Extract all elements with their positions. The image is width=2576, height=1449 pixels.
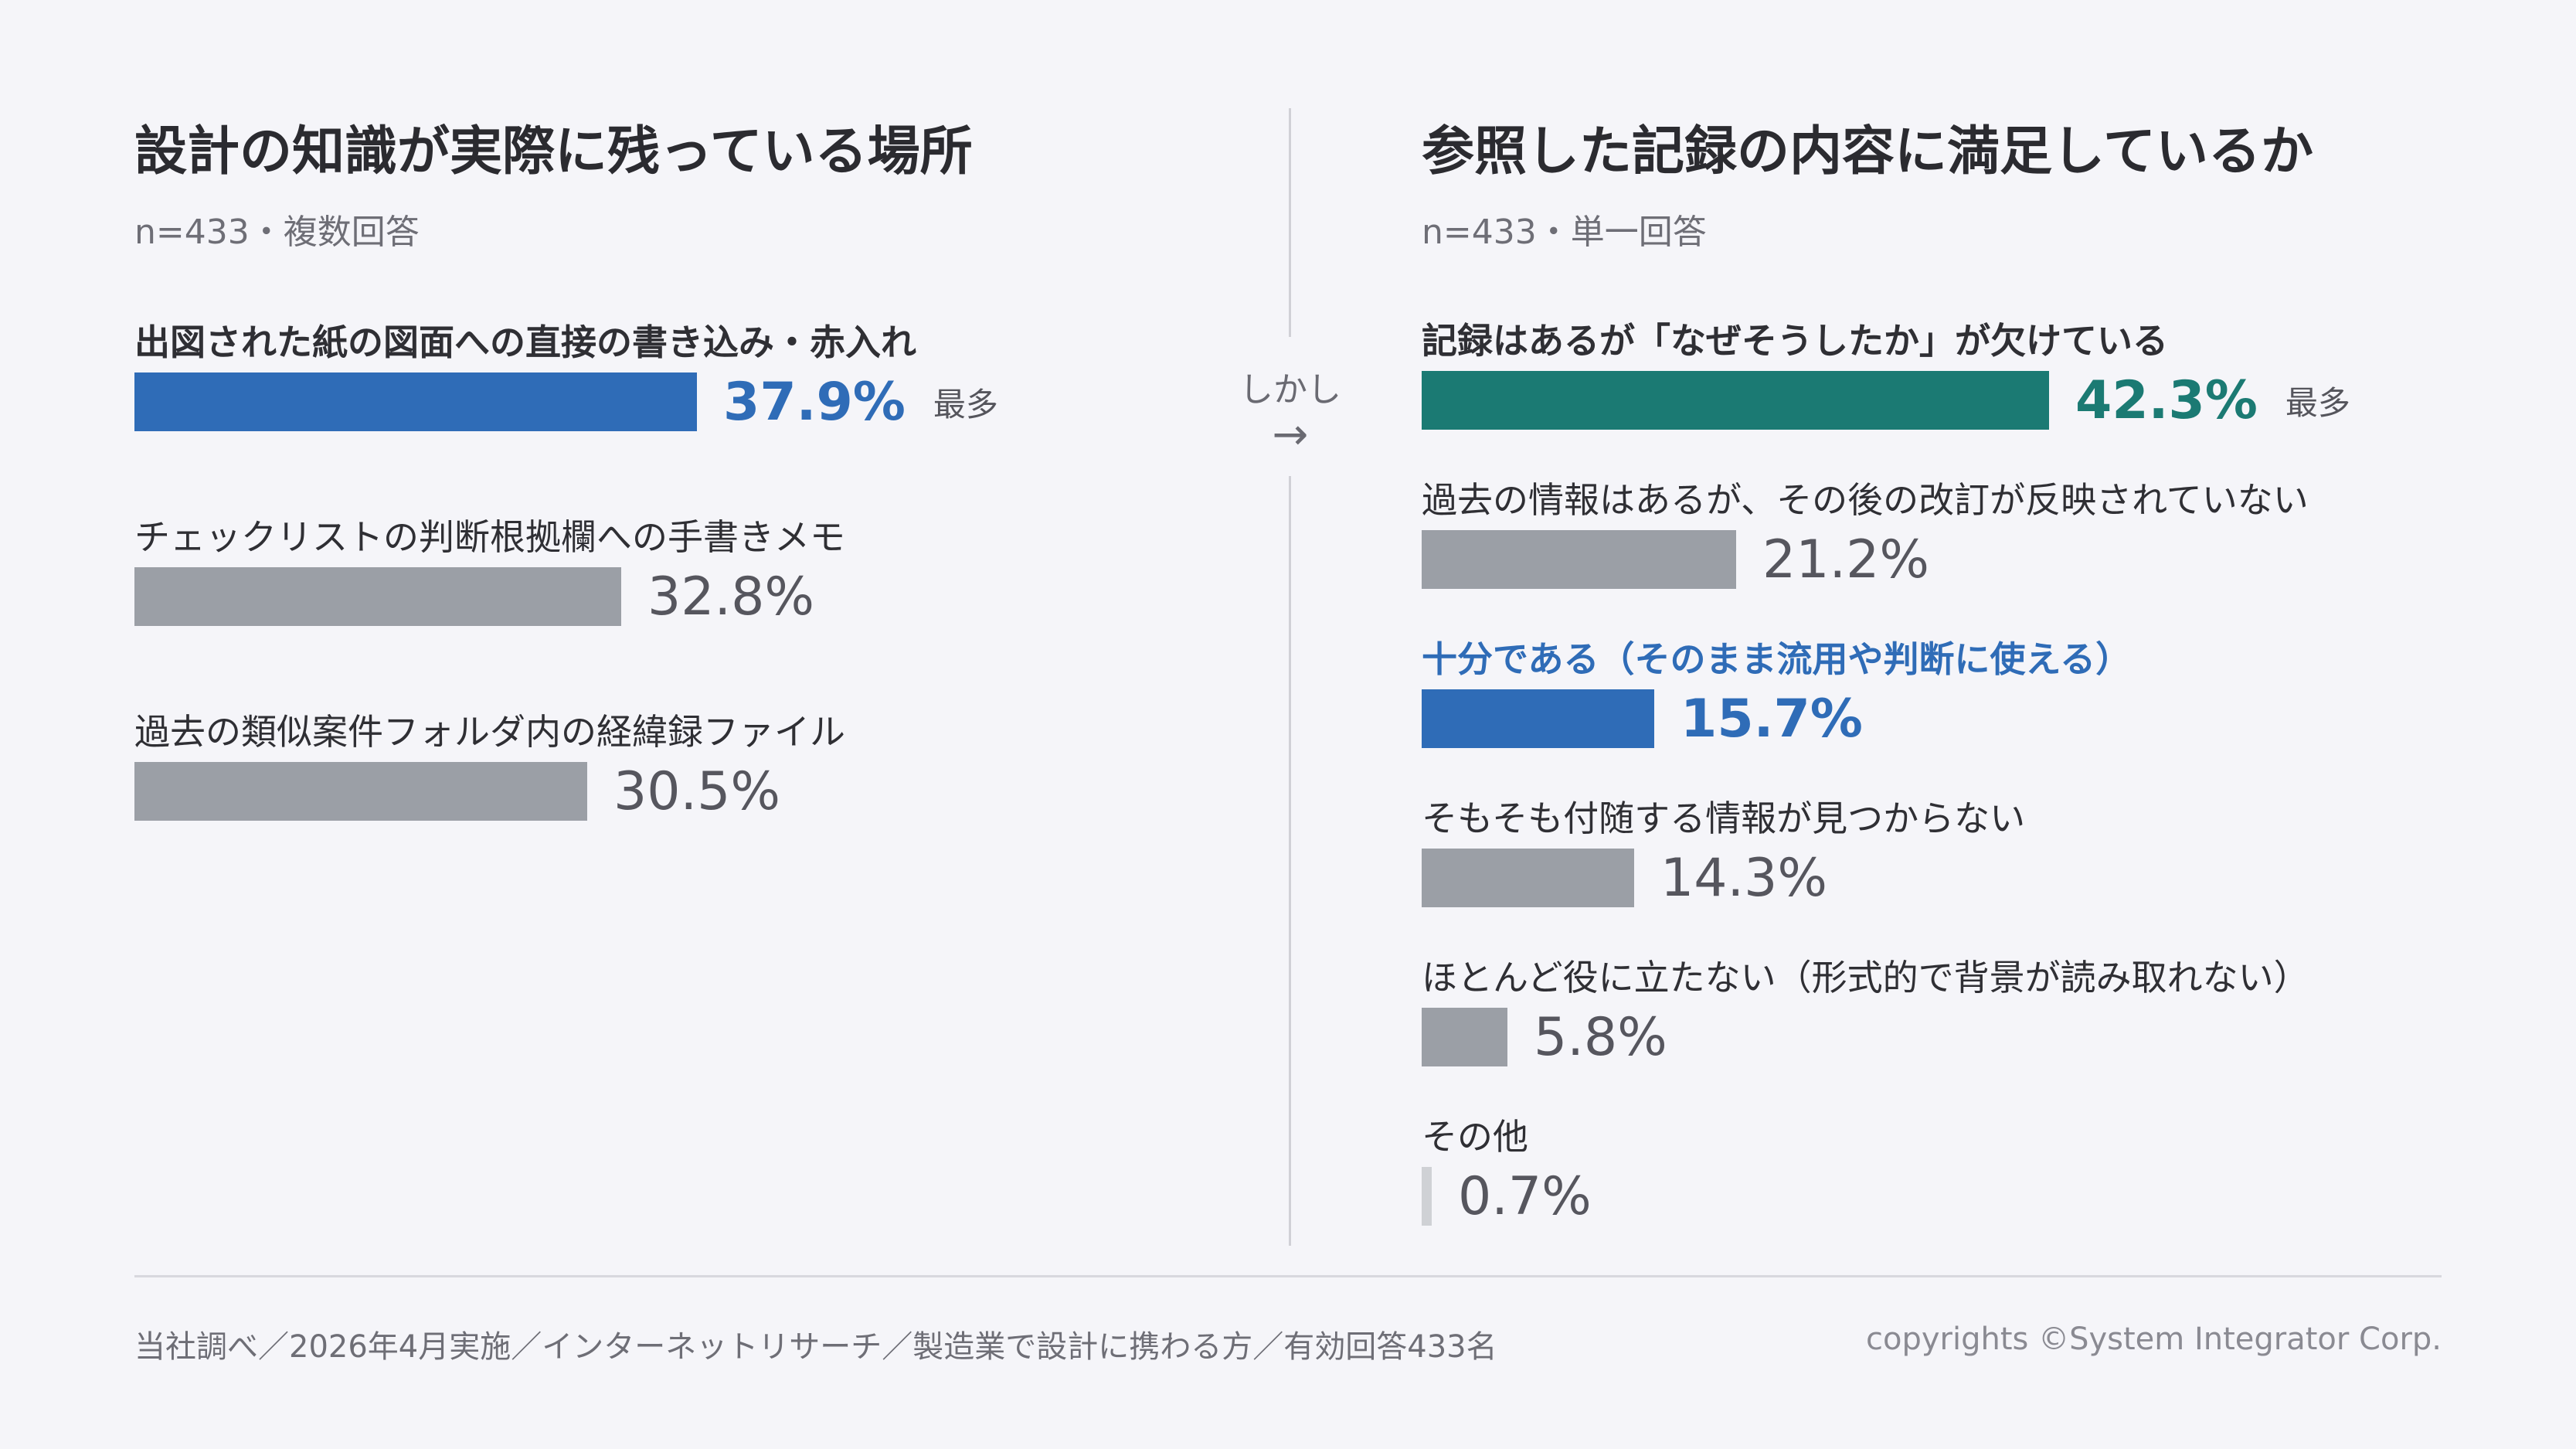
copyright-notice: copyrights ©System Integrator Corp. bbox=[1866, 1321, 2442, 1357]
bar bbox=[1422, 1167, 1432, 1226]
value-label: 37.9% bbox=[723, 371, 906, 433]
value-label: 0.7% bbox=[1458, 1165, 1592, 1227]
category-label: 出図された紙の図面への直接の書き込み・赤入れ bbox=[134, 321, 916, 363]
value-label: 21.2% bbox=[1762, 529, 1930, 590]
most-badge: 最多 bbox=[933, 385, 998, 423]
bar bbox=[134, 762, 587, 821]
value-label: 15.7% bbox=[1681, 688, 1863, 750]
bar-row: 14.3% bbox=[1422, 847, 1828, 909]
bar-row: 0.7% bbox=[1422, 1165, 1592, 1227]
left-chart-subtitle: n=433・複数回答 bbox=[134, 213, 420, 252]
right-bar-item: 記録はあるが「なぜそうしたか」が欠けている 42.3% 最多 bbox=[1422, 320, 2449, 431]
bar bbox=[134, 372, 697, 431]
left-chart-title: 設計の知識が実際に残っている場所 bbox=[134, 121, 973, 182]
right-chart-title: 参照した記録の内容に満足しているか bbox=[1422, 121, 2313, 182]
category-label: チェックリストの判断根拠欄への手書きメモ bbox=[134, 516, 845, 558]
category-label: 記録はあるが「なぜそうしたか」が欠けている bbox=[1422, 320, 2168, 362]
bar-row: 21.2% bbox=[1422, 529, 1930, 590]
bar-row: 5.8% bbox=[1422, 1006, 1667, 1068]
arrow-right-icon: → bbox=[1272, 410, 1309, 460]
right-chart-subtitle: n=433・単一回答 bbox=[1422, 213, 1707, 252]
category-label: ほとんど役に立たない（形式的で背景が読み取れない） bbox=[1422, 957, 2309, 998]
category-label: 過去の類似案件フォルダ内の経緯録ファイル bbox=[134, 711, 845, 753]
bar-row: 15.7% bbox=[1422, 688, 1863, 750]
bar bbox=[1422, 530, 1736, 589]
value-label: 32.8% bbox=[647, 566, 815, 628]
bar bbox=[1422, 849, 1634, 907]
left-bar-item: 過去の類似案件フォルダ内の経緯録ファイル 30.5% bbox=[134, 711, 1201, 822]
bar bbox=[134, 567, 621, 626]
right-bar-item: 過去の情報はあるが、その後の改訂が反映されていない 21.2% bbox=[1422, 479, 2449, 590]
left-bar-item: 出図された紙の図面への直接の書き込み・赤入れ 37.9% 最多 bbox=[134, 321, 1201, 433]
bar bbox=[1422, 1008, 1507, 1066]
left-bar-item: チェックリストの判断根拠欄への手書きメモ 32.8% bbox=[134, 516, 1201, 628]
value-label: 42.3% bbox=[2075, 369, 2258, 431]
value-label: 14.3% bbox=[1660, 847, 1828, 909]
category-label: そもそも付随する情報が見つからない bbox=[1422, 798, 2026, 839]
bar bbox=[1422, 689, 1654, 748]
category-label: 十分である（そのまま流用や判断に使える） bbox=[1422, 638, 2132, 680]
bar-row: 32.8% bbox=[134, 566, 815, 628]
transition-label: しかし bbox=[1239, 370, 1341, 410]
bar bbox=[1422, 371, 2049, 430]
footer-divider bbox=[134, 1275, 2442, 1277]
source-note: 当社調べ／2026年4月実施／インターネットリサーチ／製造業で設計に携わる方／有… bbox=[134, 1329, 1497, 1365]
category-label: 過去の情報はあるが、その後の改訂が反映されていない bbox=[1422, 479, 2309, 521]
category-label: その他 bbox=[1422, 1116, 1528, 1158]
right-bar-item: そもそも付随する情報が見つからない 14.3% bbox=[1422, 798, 2449, 909]
right-bar-item: 十分である（そのまま流用や判断に使える） 15.7% bbox=[1422, 638, 2449, 750]
right-bar-item: その他 0.7% bbox=[1422, 1116, 2449, 1227]
bar-row: 42.3% 最多 bbox=[1422, 369, 2350, 431]
value-label: 30.5% bbox=[613, 760, 781, 822]
panel-divider-bottom bbox=[1289, 476, 1291, 1246]
panel-divider-top bbox=[1289, 108, 1291, 337]
value-label: 5.8% bbox=[1534, 1006, 1667, 1068]
right-bar-item: ほとんど役に立たない（形式的で背景が読み取れない） 5.8% bbox=[1422, 957, 2449, 1068]
most-badge: 最多 bbox=[2285, 383, 2350, 422]
bar-row: 30.5% bbox=[134, 760, 781, 822]
bar-row: 37.9% 最多 bbox=[134, 371, 998, 433]
